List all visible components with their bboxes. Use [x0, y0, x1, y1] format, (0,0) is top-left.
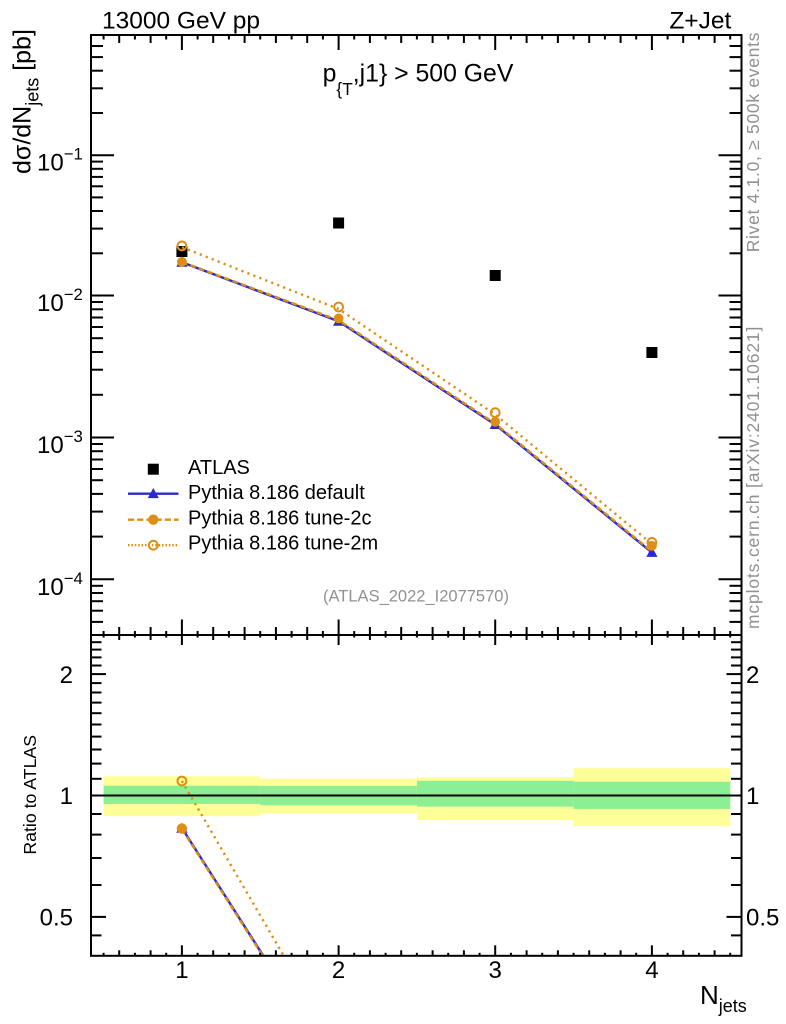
svg-text:Ratio to ATLAS: Ratio to ATLAS [20, 735, 40, 855]
svg-text:Z+Jet: Z+Jet [669, 8, 731, 35]
svg-text:1: 1 [746, 783, 759, 810]
svg-text:Rivet 4.1.0, ≥ 500k events: Rivet 4.1.0, ≥ 500k events [743, 32, 763, 252]
svg-text:10−1: 10−1 [37, 145, 83, 177]
svg-text:2: 2 [60, 662, 73, 689]
svg-text:13000 GeV pp: 13000 GeV pp [102, 8, 260, 35]
svg-text:ATLAS: ATLAS [188, 457, 250, 479]
svg-text:2: 2 [746, 662, 759, 689]
svg-text:0.5: 0.5 [40, 905, 73, 932]
svg-text:Pythia 8.186 tune-2c: Pythia 8.186 tune-2c [188, 508, 371, 530]
svg-text:(ATLAS_2022_I2077570): (ATLAS_2022_I2077570) [323, 588, 509, 606]
svg-text:dσ/dNjets [pb]: dσ/dNjets [pb] [9, 29, 43, 174]
svg-text:2: 2 [332, 957, 345, 984]
svg-text:Pythia 8.186 tune-2m: Pythia 8.186 tune-2m [188, 533, 378, 555]
svg-text:1: 1 [175, 957, 188, 984]
svg-text:0.5: 0.5 [746, 905, 779, 932]
svg-text:1: 1 [60, 783, 73, 810]
svg-text:3: 3 [489, 957, 502, 984]
svg-text:Pythia 8.186 default: Pythia 8.186 default [188, 482, 365, 504]
svg-text:4: 4 [645, 957, 658, 984]
svg-text:mcplots.cern.ch [arXiv:2401.10: mcplots.cern.ch [arXiv:2401.10621] [743, 326, 763, 629]
